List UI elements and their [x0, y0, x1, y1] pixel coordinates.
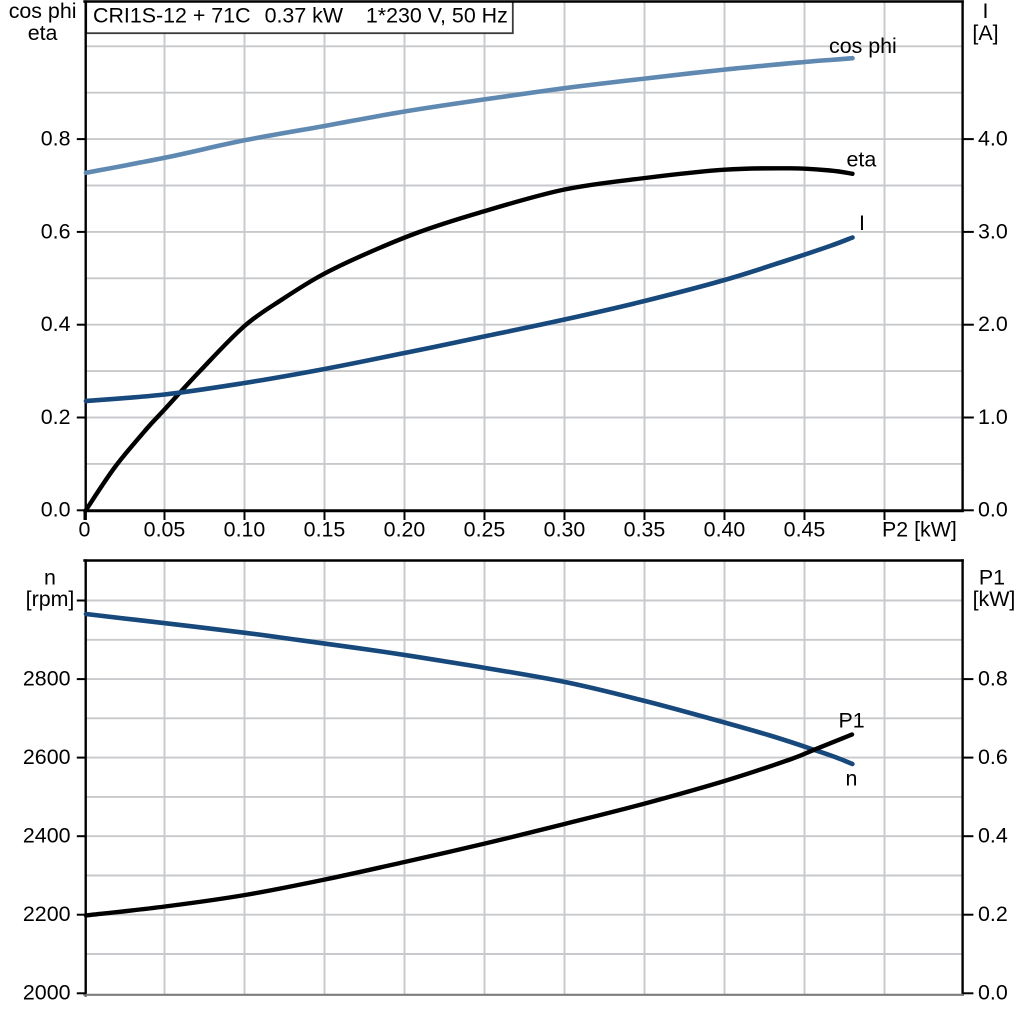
svg-text:0.25: 0.25	[464, 518, 506, 542]
svg-text:2200: 2200	[23, 902, 71, 926]
svg-text:P1: P1	[979, 566, 1005, 590]
svg-text:CRI1S-12 + 71C: CRI1S-12 + 71C	[93, 3, 251, 27]
svg-text:0.20: 0.20	[384, 518, 426, 542]
svg-text:0.8: 0.8	[41, 127, 71, 151]
svg-text:1*230 V, 50 Hz: 1*230 V, 50 Hz	[366, 3, 508, 27]
svg-text:I: I	[859, 211, 865, 235]
svg-text:2400: 2400	[23, 824, 71, 848]
svg-text:0.0: 0.0	[41, 498, 71, 522]
svg-text:0.0: 0.0	[978, 981, 1008, 1005]
svg-text:2000: 2000	[23, 981, 71, 1005]
svg-text:0.2: 0.2	[978, 902, 1008, 926]
svg-text:0.10: 0.10	[224, 518, 266, 542]
svg-text:2.0: 2.0	[978, 312, 1008, 336]
svg-text:0.2: 0.2	[41, 405, 71, 429]
svg-text:0.0: 0.0	[978, 498, 1008, 522]
svg-text:0.37 kW: 0.37 kW	[265, 3, 344, 27]
svg-text:0.6: 0.6	[978, 745, 1008, 769]
svg-text:0: 0	[79, 518, 91, 542]
svg-text:0.40: 0.40	[704, 518, 746, 542]
svg-text:[A]: [A]	[972, 21, 998, 45]
svg-text:n: n	[846, 767, 858, 791]
svg-text:1.0: 1.0	[978, 405, 1008, 429]
svg-text:2600: 2600	[23, 745, 71, 769]
svg-text:0.8: 0.8	[978, 666, 1008, 690]
svg-text:cos phi: cos phi	[829, 34, 897, 58]
svg-text:2800: 2800	[23, 666, 71, 690]
svg-text:0.35: 0.35	[624, 518, 666, 542]
svg-text:eta: eta	[28, 21, 58, 45]
svg-text:[rpm]: [rpm]	[26, 587, 75, 611]
svg-text:0.4: 0.4	[41, 312, 71, 336]
svg-text:0.6: 0.6	[41, 219, 71, 243]
svg-text:0.15: 0.15	[304, 518, 346, 542]
svg-text:[kW]: [kW]	[973, 587, 1016, 611]
svg-text:3.0: 3.0	[978, 219, 1008, 243]
svg-text:n: n	[44, 566, 56, 590]
svg-text:eta: eta	[847, 148, 877, 172]
svg-text:I: I	[983, 0, 989, 23]
svg-text:0.30: 0.30	[544, 518, 586, 542]
svg-text:cos phi: cos phi	[9, 0, 77, 23]
svg-text:4.0: 4.0	[978, 127, 1008, 151]
svg-text:P1: P1	[839, 709, 865, 733]
svg-text:0.4: 0.4	[978, 824, 1008, 848]
svg-text:0.05: 0.05	[144, 518, 186, 542]
svg-text:P2 [kW]: P2 [kW]	[882, 518, 957, 542]
svg-text:0.45: 0.45	[784, 518, 826, 542]
